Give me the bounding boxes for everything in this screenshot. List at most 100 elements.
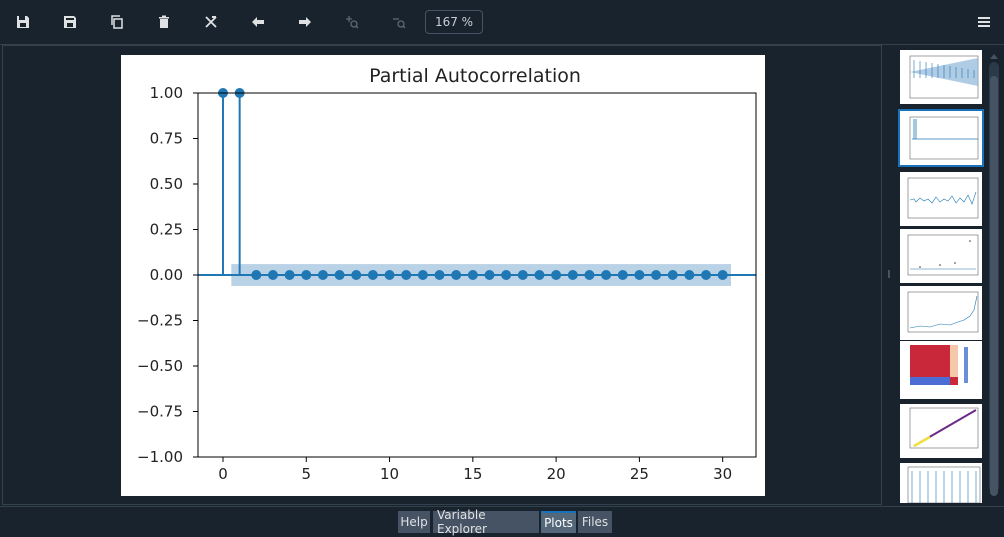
tab-help[interactable]: Help [398, 511, 430, 533]
chart-title: Partial Autocorrelation [369, 65, 581, 87]
thumbnail-acf-image [909, 55, 979, 99]
delete-icon [159, 15, 169, 28]
tab-plots[interactable]: Plots [541, 511, 576, 533]
pacf-point-26 [651, 270, 662, 280]
tab-variable-explorer[interactable]: Variable Explorer [433, 508, 539, 536]
x-tick-label: 25 [630, 465, 649, 483]
pacf-point-9 [367, 270, 378, 280]
pacf-point-21 [567, 270, 578, 280]
copy-icon [111, 15, 123, 29]
delete-all-icon [205, 16, 217, 28]
plots-toolbar: 167 % [0, 0, 1004, 45]
thumbnail-price-image [907, 291, 979, 333]
thumbnail-heatmap-image [910, 345, 968, 385]
delete-all-button[interactable] [199, 10, 223, 34]
pacf-point-27 [667, 270, 678, 280]
pacf-point-23 [601, 270, 612, 280]
zoom-in-icon [346, 16, 359, 29]
copy-button[interactable] [105, 10, 129, 34]
zoom-out-icon [393, 18, 406, 29]
save-all-button[interactable] [58, 10, 82, 34]
pacf-point-3 [267, 270, 278, 280]
scroll-down-icon[interactable] [989, 490, 999, 498]
pacf-point-2 [251, 270, 262, 280]
x-tick-label: 30 [713, 465, 732, 483]
save-icon [17, 16, 29, 28]
previous-arrow-icon [252, 17, 264, 27]
plot-axes-frame [197, 92, 757, 458]
thumbnail-plot-4[interactable] [900, 229, 982, 283]
zoom-out-button[interactable] [387, 10, 411, 34]
thumbnail-scrollbar[interactable] [988, 50, 1000, 500]
delete-button[interactable] [152, 10, 176, 34]
pacf-point-6 [317, 270, 328, 280]
pacf-point-14 [451, 270, 462, 280]
thumbnail-plot-6[interactable] [900, 341, 982, 399]
thumbnail-plot-3[interactable] [900, 172, 982, 226]
pacf-point-25 [634, 270, 645, 280]
save-button[interactable] [11, 10, 35, 34]
hamburger-menu-icon [978, 17, 990, 27]
thumbnail-list [895, 45, 987, 505]
pacf-point-7 [334, 270, 345, 280]
x-tick-label: 10 [380, 465, 399, 483]
y-tick-label: 0.75 [150, 130, 183, 148]
panel-splitter[interactable] [885, 45, 895, 505]
thumbnail-returns-image [907, 177, 979, 219]
previous-plot-button[interactable] [246, 10, 270, 34]
pacf-point-24 [617, 270, 628, 280]
x-tick-label: 15 [463, 465, 482, 483]
thumbnail-scatter-image [907, 234, 979, 276]
y-tick-label: 0.25 [150, 221, 183, 239]
pane-tab-bar: Help Variable Explorer Plots Files [0, 506, 1004, 537]
x-tick-label: 5 [301, 465, 311, 483]
thumbnail-plot-1[interactable] [900, 50, 982, 104]
next-arrow-icon [299, 17, 311, 27]
save-all-icon [64, 16, 76, 28]
pacf-point-10 [384, 270, 395, 280]
pacf-point-15 [467, 270, 478, 280]
pacf-point-18 [517, 270, 528, 280]
splitter-handle[interactable] [888, 270, 890, 278]
pacf-point-5 [301, 270, 312, 280]
tab-files[interactable]: Files [578, 511, 612, 533]
pacf-point-17 [501, 270, 512, 280]
y-tick-label: −1.00 [137, 448, 183, 466]
pacf-point-13 [434, 270, 445, 280]
scrollbar-track[interactable] [989, 62, 999, 496]
pacf-point-16 [484, 270, 495, 280]
thumbnail-regression-image [909, 407, 979, 449]
x-tick-label: 0 [218, 465, 228, 483]
scrollbar-handle[interactable] [990, 76, 998, 496]
pacf-chart: Partial Autocorrelation 0 5 10 15 20 25 30 1.00… [137, 65, 757, 483]
pacf-point-11 [401, 270, 412, 280]
next-plot-button[interactable] [293, 10, 317, 34]
zoom-in-button[interactable] [340, 10, 364, 34]
pacf-point-29 [701, 270, 712, 280]
plot-figure: Partial Autocorrelation 0 5 10 15 20 25 30 1.00… [121, 55, 765, 496]
thumbnail-pacf-image [909, 116, 979, 160]
thumbnail-plot-8[interactable] [900, 463, 982, 504]
pacf-point-4 [284, 270, 295, 280]
pacf-point-8 [351, 270, 362, 280]
y-tick-label: 1.00 [150, 84, 183, 102]
options-menu-button[interactable] [974, 10, 994, 34]
thumbnail-plot-7[interactable] [900, 404, 982, 458]
y-tick-label: −0.25 [137, 312, 183, 330]
pacf-point-22 [584, 270, 595, 280]
y-tick-label: −0.75 [137, 403, 183, 421]
pacf-point-12 [417, 270, 428, 280]
pacf-point-19 [534, 270, 545, 280]
x-tick-label: 20 [547, 465, 566, 483]
y-tick-label: 0.50 [150, 175, 183, 193]
thumbnail-acf-image-2 [907, 466, 981, 504]
thumbnail-plot-5[interactable] [900, 286, 982, 340]
y-tick-label: 0.00 [150, 266, 183, 284]
y-tick-label: −0.50 [137, 357, 183, 375]
pacf-point-20 [551, 270, 562, 280]
scroll-up-icon[interactable] [989, 52, 999, 60]
pacf-point-30 [717, 270, 728, 280]
thumbnail-plot-2[interactable] [898, 109, 984, 167]
pacf-point-28 [684, 270, 695, 280]
zoom-level-field[interactable]: 167 % [425, 10, 483, 34]
